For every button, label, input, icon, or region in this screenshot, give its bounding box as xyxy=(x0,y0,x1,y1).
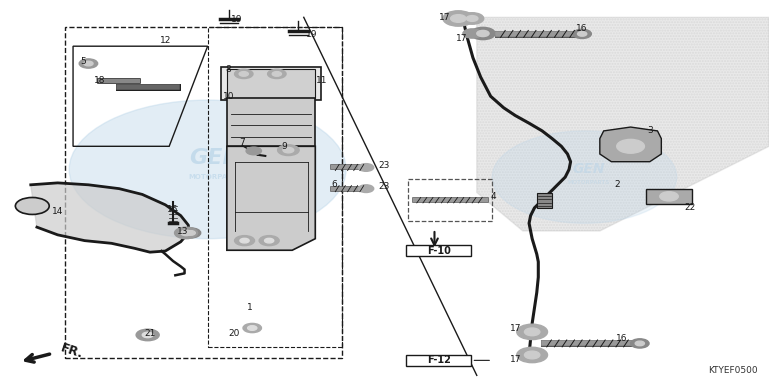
Circle shape xyxy=(79,59,98,68)
Bar xyxy=(221,67,321,100)
Circle shape xyxy=(136,329,159,341)
Bar xyxy=(406,245,471,256)
Circle shape xyxy=(631,339,649,348)
Text: 11: 11 xyxy=(316,76,327,85)
Circle shape xyxy=(358,185,374,192)
Text: 4: 4 xyxy=(491,192,497,201)
Text: FR.: FR. xyxy=(59,341,85,361)
Circle shape xyxy=(15,198,49,214)
Polygon shape xyxy=(646,189,692,204)
Text: 3: 3 xyxy=(647,126,653,136)
Circle shape xyxy=(239,72,248,76)
Circle shape xyxy=(272,72,281,76)
Text: 23: 23 xyxy=(379,182,390,191)
Polygon shape xyxy=(227,146,315,250)
Text: 12: 12 xyxy=(160,36,171,45)
Circle shape xyxy=(517,324,548,340)
Text: F-12: F-12 xyxy=(427,355,451,365)
Circle shape xyxy=(443,11,474,26)
Text: 17: 17 xyxy=(510,323,521,333)
Circle shape xyxy=(477,30,489,37)
Text: 17: 17 xyxy=(456,34,467,43)
Text: 10: 10 xyxy=(223,92,234,101)
Circle shape xyxy=(265,238,274,243)
Text: 16: 16 xyxy=(616,334,627,343)
Circle shape xyxy=(246,147,261,155)
Text: 15: 15 xyxy=(168,205,178,214)
Circle shape xyxy=(278,145,299,156)
Text: 19: 19 xyxy=(231,15,242,24)
Polygon shape xyxy=(600,127,661,162)
Circle shape xyxy=(524,351,540,359)
Text: GEN: GEN xyxy=(572,162,604,176)
Circle shape xyxy=(181,228,201,238)
Circle shape xyxy=(175,227,198,239)
Bar xyxy=(406,355,471,366)
Circle shape xyxy=(471,27,495,40)
Circle shape xyxy=(492,131,677,223)
Polygon shape xyxy=(31,183,188,252)
Circle shape xyxy=(248,326,257,330)
Circle shape xyxy=(517,347,548,363)
Circle shape xyxy=(617,139,644,153)
Circle shape xyxy=(235,236,255,246)
Text: 7: 7 xyxy=(239,138,245,147)
Text: 21: 21 xyxy=(145,328,155,338)
Circle shape xyxy=(461,13,484,24)
Bar xyxy=(208,27,342,346)
Text: 5: 5 xyxy=(80,57,86,66)
Text: 18: 18 xyxy=(95,76,105,85)
Circle shape xyxy=(181,230,191,236)
Bar xyxy=(227,69,315,98)
Bar xyxy=(408,179,492,221)
Circle shape xyxy=(463,29,481,38)
Text: 20: 20 xyxy=(229,328,240,338)
Text: 13: 13 xyxy=(178,226,188,236)
Text: 6: 6 xyxy=(331,180,338,189)
Text: 23: 23 xyxy=(379,161,390,170)
Circle shape xyxy=(259,236,279,246)
Text: 8: 8 xyxy=(225,65,231,74)
Text: 16: 16 xyxy=(576,24,587,33)
Text: KTYEF0500: KTYEF0500 xyxy=(707,367,757,375)
Circle shape xyxy=(635,341,644,346)
Circle shape xyxy=(660,192,678,201)
Polygon shape xyxy=(477,17,769,231)
Text: 17: 17 xyxy=(439,13,450,22)
Circle shape xyxy=(186,231,195,235)
Text: 9: 9 xyxy=(281,142,288,151)
Circle shape xyxy=(451,15,466,22)
Circle shape xyxy=(235,69,253,79)
Circle shape xyxy=(243,323,261,333)
Text: 14: 14 xyxy=(52,207,63,216)
Circle shape xyxy=(358,164,374,171)
Circle shape xyxy=(573,29,591,38)
Text: 17: 17 xyxy=(510,355,521,365)
Circle shape xyxy=(142,332,153,338)
Text: 2: 2 xyxy=(614,180,620,189)
Text: 1: 1 xyxy=(247,303,253,313)
Text: MOTORPARTS: MOTORPARTS xyxy=(188,174,242,180)
Circle shape xyxy=(69,100,346,239)
Circle shape xyxy=(240,238,249,243)
Text: F-10: F-10 xyxy=(427,246,451,256)
Circle shape xyxy=(84,61,93,66)
Circle shape xyxy=(268,69,286,79)
Circle shape xyxy=(283,147,294,153)
Text: MOTORPARTS: MOTORPARTS xyxy=(568,181,609,185)
Circle shape xyxy=(466,16,478,22)
Bar xyxy=(227,98,315,146)
Text: 22: 22 xyxy=(684,203,695,213)
Polygon shape xyxy=(537,192,552,208)
Circle shape xyxy=(524,328,540,336)
Text: GEN: GEN xyxy=(189,148,241,168)
Circle shape xyxy=(578,32,587,36)
Text: 19: 19 xyxy=(306,30,317,39)
Bar xyxy=(65,27,342,358)
